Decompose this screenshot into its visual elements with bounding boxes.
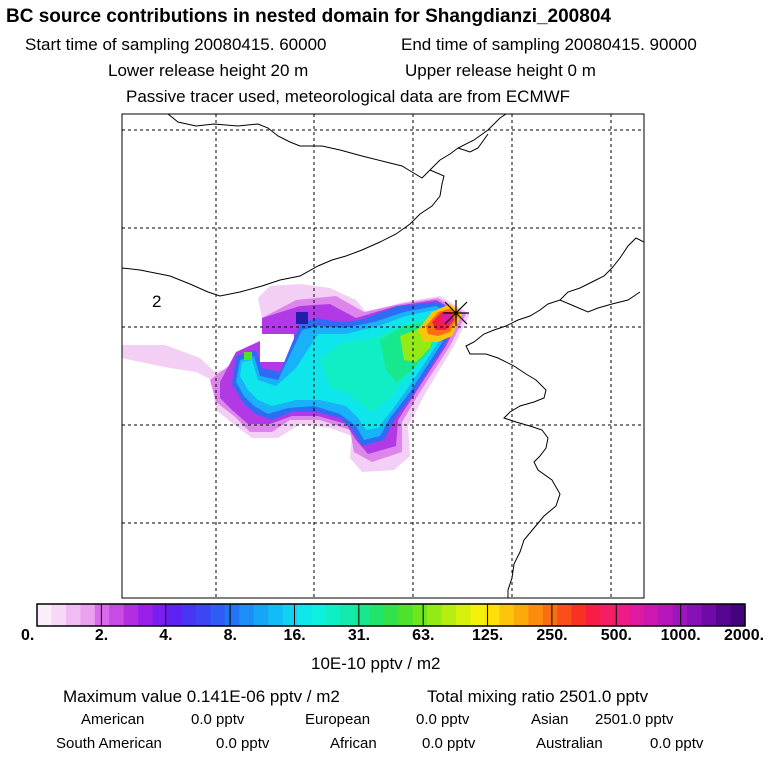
colorbar-cell: [311, 604, 327, 626]
colorbar-tick-label: 63.: [412, 627, 435, 644]
african-value: 0.0 pptv: [422, 735, 476, 752]
colorbar-tick-label: 125.: [472, 627, 504, 644]
region-label: 2: [152, 292, 162, 311]
colorbar-cell: [80, 604, 96, 626]
colorbar-cell: [470, 604, 486, 626]
colorbar-cell: [658, 604, 674, 626]
colorbar-tick-label: 1000.: [660, 627, 701, 644]
colorbar-tick-label: 8.: [223, 627, 237, 644]
colorbar-cell: [528, 604, 544, 626]
asian-label: Asian: [531, 711, 569, 728]
colorbar-cell: [123, 604, 139, 626]
colorbar-cell: [268, 604, 284, 626]
boundaries: [122, 114, 644, 598]
colorbar-cell: [600, 604, 616, 626]
colorbar-cell: [687, 604, 703, 626]
colorbar-cell: [224, 604, 240, 626]
colorbar-cell: [383, 604, 399, 626]
colorbar-cell: [369, 604, 385, 626]
colorbar-cell: [297, 604, 313, 626]
colorbar-cell: [716, 604, 732, 626]
tracer-note: Passive tracer used, meteorological data…: [126, 87, 571, 106]
colorbar-cell: [456, 604, 472, 626]
colorbar-cell: [354, 604, 370, 626]
south-american-value: 0.0 pptv: [216, 735, 270, 752]
american-label: American: [81, 711, 145, 728]
colorbar-cell: [441, 604, 457, 626]
colorbar-cell: [167, 604, 183, 626]
colorbar-cell: [340, 604, 356, 626]
colorbar-cell: [152, 604, 168, 626]
colorbar-cell: [325, 604, 342, 626]
colorbar-cell: [37, 604, 53, 626]
colorbar-cell: [730, 604, 746, 626]
colorbar-cell: [571, 604, 587, 626]
asian-value: 2501.0 pptv: [595, 711, 674, 728]
upper-release-height: Upper release height 0 m: [405, 61, 596, 80]
colorbar-cell: [253, 604, 269, 626]
graticule: [122, 114, 644, 598]
colorbar-tick-label: 4.: [159, 627, 173, 644]
station-marker: [443, 300, 469, 326]
colorbar-cell: [195, 604, 211, 626]
colorbar-cell: [109, 604, 125, 626]
australian-value: 0.0 pptv: [650, 735, 704, 752]
australian-label: Australian: [536, 735, 603, 752]
colorbar-tick-label: 2.: [94, 627, 109, 644]
colorbar-cell: [614, 604, 631, 626]
colorbar-cell: [94, 604, 110, 626]
concentration-field: [122, 284, 470, 472]
colorbar-tick-label: 250.: [536, 627, 568, 644]
colorbar-cell: [138, 604, 154, 626]
colorbar-cell: [51, 604, 67, 626]
colorbar-cell: [210, 604, 226, 626]
colorbar-tick-label: 16.: [283, 627, 306, 644]
lower-release-height: Lower release height 20 m: [108, 61, 309, 80]
colorbar-cell: [643, 604, 659, 626]
colorbar-cell: [557, 604, 573, 626]
colorbar-cell: [513, 604, 529, 626]
colorbar-cell: [65, 604, 81, 626]
maximum-value: Maximum value 0.141E-06 pptv / m2: [63, 687, 340, 706]
map-title: BC source contributions in nested domain…: [6, 6, 611, 27]
colorbar-cell: [181, 604, 197, 626]
american-value: 0.0 pptv: [191, 711, 245, 728]
colorbar-tick-label: 0.: [21, 627, 35, 644]
european-value: 0.0 pptv: [416, 711, 470, 728]
colorbar-cell: [427, 604, 443, 626]
end-time: End time of sampling 20080415. 90000: [401, 35, 697, 54]
colorbar-cell: [499, 604, 515, 626]
colorbar-cell: [586, 604, 602, 626]
colorbar-tick-label: 2000.: [724, 627, 765, 644]
colorbar-cell: [542, 604, 558, 626]
south-american-label: South American: [56, 735, 162, 752]
map-frame: [121, 113, 645, 599]
total-mixing-ratio: Total mixing ratio 2501.0 pptv: [427, 687, 649, 706]
colorbar-cell: [412, 604, 428, 626]
colorbar-cell: [629, 604, 645, 626]
colorbar-cell: [239, 604, 255, 626]
european-label: European: [305, 711, 371, 728]
start-time: Start time of sampling 20080415. 60000: [25, 35, 327, 54]
colorbar-unit: 10E-10 pptv / m2: [311, 654, 441, 673]
colorbar-cell: [484, 604, 500, 626]
colorbar-cell: [701, 604, 717, 626]
colorbar-cell: [282, 604, 298, 626]
colorbar-tick-label: 500.: [600, 627, 632, 644]
colorbar-tick-label: 31.: [347, 627, 371, 644]
african-label: African: [330, 735, 377, 752]
colorbar-cell: [398, 604, 414, 626]
